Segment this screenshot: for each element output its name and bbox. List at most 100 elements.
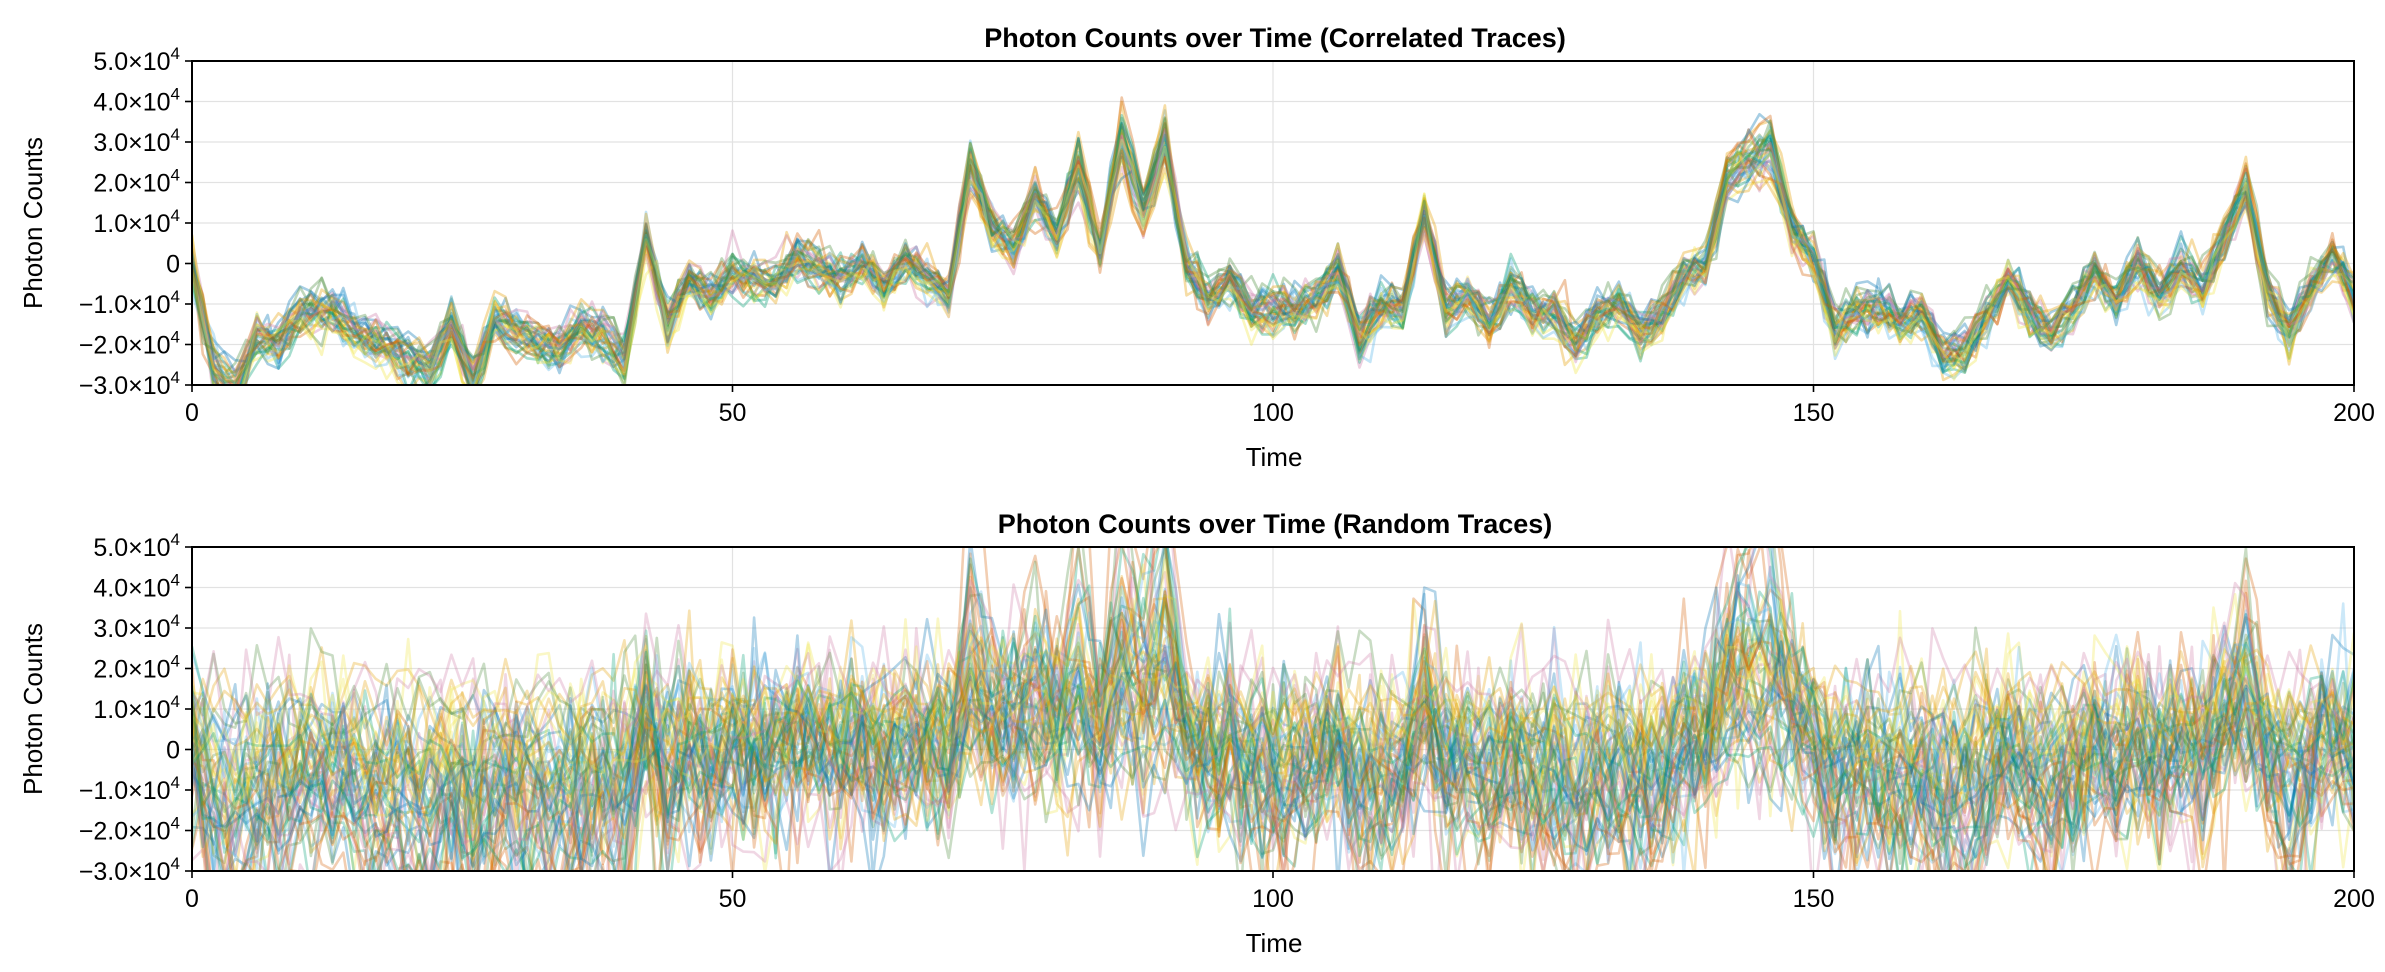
y-tick-label: −2.0×104 <box>79 814 180 846</box>
series-line-39 <box>192 563 2354 822</box>
series-line-6 <box>192 547 2354 871</box>
series-line-13 <box>192 135 2354 385</box>
y-axis-label: Photon Counts <box>18 137 48 309</box>
series-line-4 <box>192 576 2354 871</box>
y-axis-ticks: −3.0×104 −2.0×104 −1.0×104 0 1.0×104 2.0×104 3… <box>79 44 192 400</box>
series-line-40 <box>192 616 2354 818</box>
series-line-17 <box>192 574 2354 871</box>
series-line-35 <box>192 114 2354 385</box>
series-line-37 <box>192 138 2354 385</box>
series-line-16 <box>192 547 2354 871</box>
x-tick-label: 200 <box>2333 885 2375 913</box>
series-line-34 <box>192 590 2354 871</box>
series-line-14 <box>192 547 2354 871</box>
series-line-19 <box>192 604 2354 871</box>
series-line-7 <box>192 140 2354 385</box>
x-tick-label: 0 <box>185 885 199 913</box>
y-tick-label: −3.0×104 <box>79 368 180 400</box>
series-line-22 <box>192 547 2354 871</box>
series-line-23 <box>192 129 2354 385</box>
series-line-9 <box>192 587 2354 871</box>
series-line-58 <box>192 650 2354 766</box>
series-line-11 <box>192 126 2354 385</box>
series-line-34 <box>192 148 2354 374</box>
x-axis-label: Time <box>1246 442 1303 472</box>
series-line-24 <box>192 116 2354 380</box>
y-tick-label: 5.0×104 <box>93 530 180 562</box>
chart-panel-correlated: Photon Counts over Time (Correlated Trac… <box>18 23 2375 472</box>
series-line-42 <box>192 606 2354 828</box>
series-line-30 <box>192 96 2354 385</box>
series-group <box>192 96 2354 385</box>
chart-panel-random: Photon Counts over Time (Random Traces) … <box>18 509 2375 958</box>
x-tick-label: 200 <box>2333 399 2375 427</box>
series-line-27 <box>192 145 2354 382</box>
series-line-29 <box>192 132 2354 385</box>
series-line-35 <box>192 669 2354 859</box>
series-line-17 <box>192 128 2354 374</box>
series-line-8 <box>192 128 2354 385</box>
chart-title: Photon Counts over Time (Random Traces) <box>998 509 1553 539</box>
y-tick-label: 3.0×104 <box>93 611 180 643</box>
series-line-12 <box>192 140 2354 383</box>
y-tick-label: 4.0×104 <box>93 571 180 603</box>
series-line-38 <box>192 149 2354 385</box>
series-line-6 <box>192 132 2354 385</box>
series-line-28 <box>192 622 2354 871</box>
series-line-19 <box>192 121 2354 385</box>
series-line-14 <box>192 152 2354 385</box>
series-line-37 <box>192 595 2354 851</box>
series-line-47 <box>192 592 2354 858</box>
y-axis-label: Photon Counts <box>18 623 48 795</box>
series-line-3 <box>192 547 2354 871</box>
series-line-18 <box>192 638 2354 821</box>
series-line-44 <box>192 650 2354 871</box>
series-line-5 <box>192 109 2354 385</box>
series-line-36 <box>192 128 2354 385</box>
series-line-57 <box>192 612 2354 871</box>
series-line-3 <box>192 131 2354 385</box>
series-line-13 <box>192 590 2354 844</box>
y-tick-label: −2.0×104 <box>79 328 180 360</box>
series-line-22 <box>192 132 2354 385</box>
series-line-32 <box>192 596 2354 842</box>
series-line-20 <box>192 570 2354 871</box>
series-group <box>192 547 2354 871</box>
series-line-24 <box>192 547 2354 871</box>
y-tick-label: −1.0×104 <box>79 287 180 319</box>
series-line-31 <box>192 153 2354 385</box>
series-line-26 <box>192 574 2354 871</box>
series-line-21 <box>192 684 2354 815</box>
series-line-4 <box>192 125 2354 385</box>
y-tick-label: −1.0×104 <box>79 773 180 805</box>
series-line-5 <box>192 626 2354 871</box>
y-axis-ticks: −3.0×104 −2.0×104 −1.0×104 0 1.0×104 2.0×104 3… <box>79 530 192 886</box>
y-tick-label: 2.0×104 <box>93 166 180 198</box>
x-axis-ticks: 0 50 100 150 200 <box>185 385 2375 427</box>
series-line-23 <box>192 597 2354 810</box>
series-line-40 <box>192 116 2354 384</box>
series-line-30 <box>192 548 2354 871</box>
series-line-10 <box>192 607 2354 871</box>
series-line-48 <box>192 662 2354 807</box>
series-line-41 <box>192 675 2354 839</box>
series-line-49 <box>192 565 2354 871</box>
series-line-33 <box>192 547 2354 865</box>
x-tick-label: 50 <box>719 399 747 427</box>
y-tick-label: 1.0×104 <box>93 206 180 238</box>
series-line-8 <box>192 611 2354 799</box>
series-line-51 <box>192 693 2354 814</box>
y-tick-label: −3.0×104 <box>79 854 180 886</box>
series-line-1 <box>192 650 2354 802</box>
series-line-52 <box>192 618 2354 771</box>
series-line-28 <box>192 128 2354 385</box>
series-line-38 <box>192 633 2354 814</box>
series-line-10 <box>192 167 2354 385</box>
series-line-29 <box>192 665 2354 864</box>
series-line-45 <box>192 578 2354 871</box>
series-line-9 <box>192 137 2354 385</box>
series-line-33 <box>192 147 2354 369</box>
series-line-25 <box>192 687 2354 822</box>
y-tick-label: 4.0×104 <box>93 85 180 117</box>
